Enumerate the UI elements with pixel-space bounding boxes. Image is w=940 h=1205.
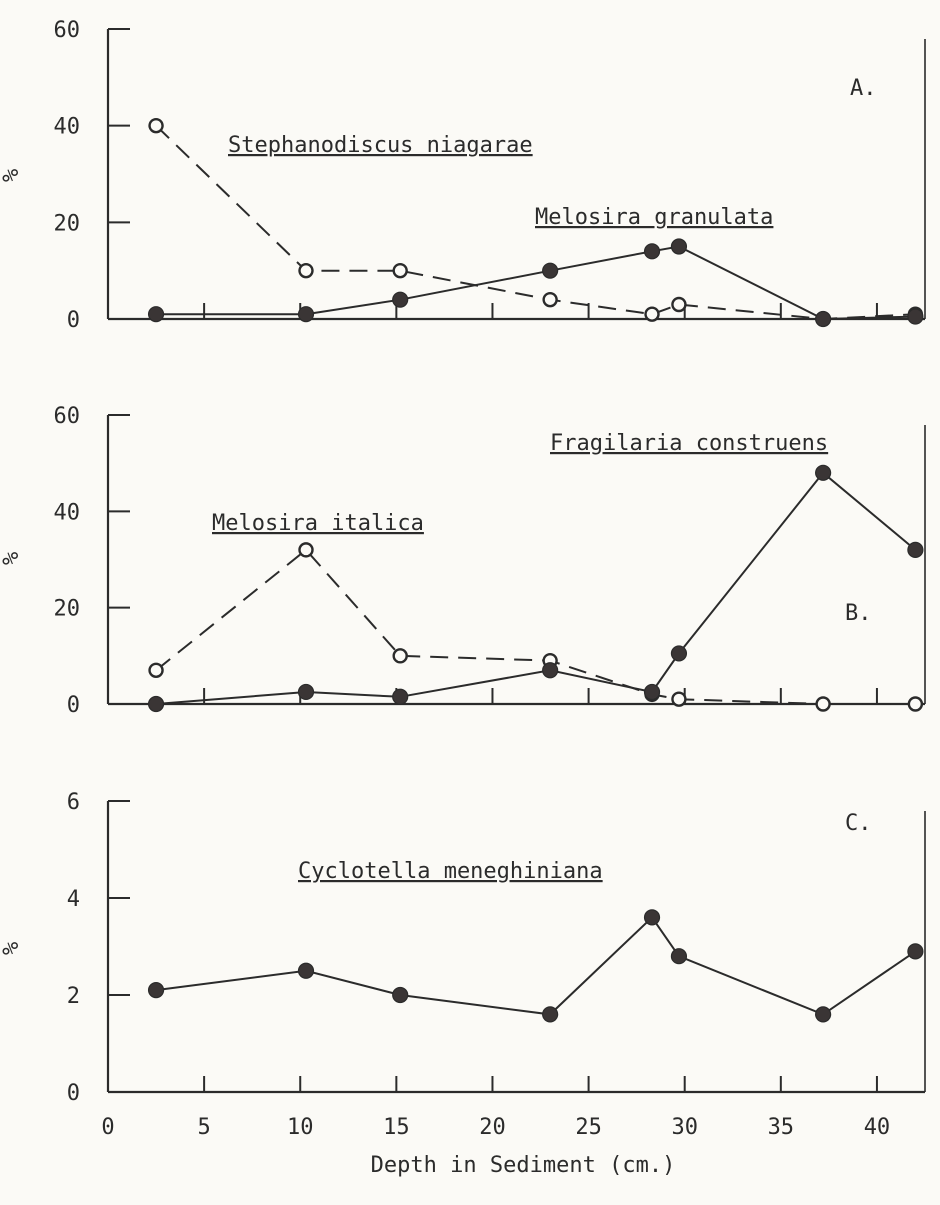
data-point-filled <box>147 982 165 999</box>
series-line-melosira-granulata <box>156 245 916 321</box>
y-tick-label: 40 <box>54 115 81 140</box>
data-point-filled <box>815 1006 832 1023</box>
x-axis-a <box>108 39 926 321</box>
data-point-open <box>542 291 558 308</box>
series-label-melosira-granulata: Melosira granulata <box>535 205 773 230</box>
x-tick-label: 0 <box>101 1115 114 1140</box>
data-point-filled <box>907 943 924 960</box>
panel-label-a: A. <box>850 76 877 101</box>
data-point-filled <box>643 243 661 260</box>
data-point-open <box>907 696 924 712</box>
y-tick-label: 4 <box>67 887 80 912</box>
data-point-open <box>298 262 314 279</box>
x-axis-title: Depth in Sediment (cm.) <box>371 1153 676 1178</box>
data-point-open <box>671 296 687 313</box>
data-point-open <box>671 691 687 707</box>
y-tick-label: 60 <box>54 404 81 429</box>
series-line-fragilaria-construens <box>156 471 917 705</box>
x-axis-c <box>108 811 926 1094</box>
y-axis-b: 0 20 40 60 <box>54 404 130 718</box>
data-point-open <box>298 542 314 558</box>
data-point-open <box>148 117 164 134</box>
data-point-filled <box>297 962 315 979</box>
panel-label-c: C. <box>845 811 872 836</box>
x-tick-label: 20 <box>479 1115 506 1140</box>
panel-label-b: B. <box>845 601 872 626</box>
x-tick-label: 40 <box>864 1115 891 1140</box>
data-point-filled <box>392 688 409 705</box>
x-tick-label: 30 <box>671 1115 698 1140</box>
y-axis-label-b: % <box>0 552 24 565</box>
data-point-open <box>644 306 660 322</box>
data-point-filled <box>542 662 559 679</box>
series-b <box>147 464 924 713</box>
data-point-filled <box>815 464 832 481</box>
y-tick-label: 6 <box>67 790 80 815</box>
data-point-filled <box>297 683 315 701</box>
y-tick-label: 20 <box>54 597 81 622</box>
data-point-open <box>148 662 164 678</box>
series-c <box>147 909 924 1023</box>
x-tick-label: 10 <box>287 1115 314 1140</box>
data-point-filled <box>670 238 688 255</box>
y-axis-c: 0 2 4 6 <box>67 790 130 1106</box>
series-label-stephanodiscus: Stephanodiscus niagarae <box>228 133 533 158</box>
data-point-filled <box>643 909 661 926</box>
data-point-filled <box>542 262 559 279</box>
y-tick-label: 0 <box>67 308 80 333</box>
data-point-filled <box>815 310 832 328</box>
data-point-filled <box>670 645 688 662</box>
panel-c: 0 2 4 6 C. % Cyclotella meneghiniana <box>0 790 926 1106</box>
y-tick-label: 0 <box>67 693 80 718</box>
panel-b: 0 20 40 60 B. % Melosira italica Fragilaria… <box>0 404 926 718</box>
x-tick-label: 35 <box>768 1115 795 1140</box>
data-point-filled <box>392 986 409 1004</box>
y-axis-label-a: % <box>0 169 24 182</box>
x-tick-label: 15 <box>383 1115 410 1140</box>
y-tick-label: 40 <box>54 500 81 525</box>
series-line-cyclotella-meneghiniana <box>155 915 916 1016</box>
y-tick-label: 2 <box>67 984 80 1009</box>
data-point-filled <box>147 695 165 713</box>
y-tick-label: 0 <box>67 1081 80 1106</box>
data-point-open <box>392 262 408 279</box>
x-tick-label: 5 <box>197 1115 210 1140</box>
series-a <box>147 117 924 328</box>
data-point-open <box>815 696 831 712</box>
data-point-filled <box>392 291 409 308</box>
series-label-fragilaria: Fragilaria construens <box>550 431 828 456</box>
x-tick-label: 25 <box>575 1115 602 1140</box>
series-label-melosira-italica: Melosira italica <box>212 511 424 536</box>
y-axis-a: 0 20 40 60 <box>54 18 130 333</box>
data-point-filled <box>297 306 315 323</box>
data-point-filled <box>643 683 661 701</box>
x-tick-labels: 0 5 10 15 20 25 30 35 40 <box>101 1115 890 1140</box>
series-line-melosira-italica <box>155 548 916 705</box>
panel-a: 0 20 40 60 A. % Stephanodiscus niagarae Mel… <box>0 18 926 333</box>
y-tick-label: 60 <box>54 18 81 43</box>
y-tick-label: 20 <box>54 211 81 236</box>
data-point-filled <box>670 948 688 965</box>
series-label-cyclotella: Cyclotella meneghiniana <box>298 859 603 884</box>
data-point-filled <box>907 308 924 325</box>
data-point-filled <box>907 541 924 558</box>
series-line-stephanodiscus-niagarae <box>155 124 916 321</box>
y-axis-label-c: % <box>0 942 24 955</box>
data-point-filled <box>147 306 165 323</box>
x-axis-b <box>108 425 926 706</box>
data-point-open <box>392 648 408 664</box>
data-point-filled <box>542 1006 559 1023</box>
